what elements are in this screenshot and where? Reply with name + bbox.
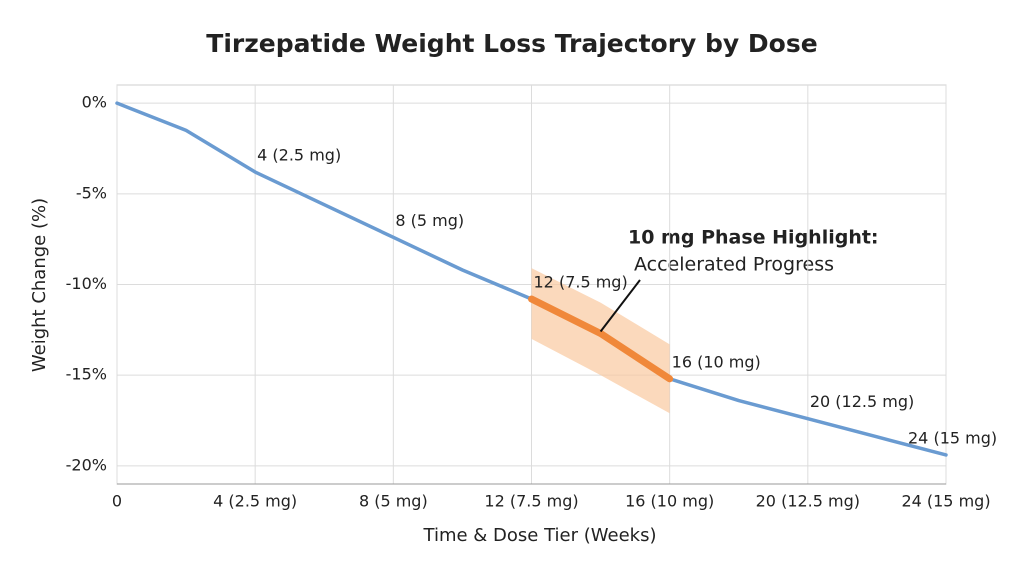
highlight-title: 10 mg Phase Highlight: [628, 227, 879, 249]
x-tick-label: 24 (15 mg) [901, 492, 990, 511]
point-annotation: 20 (12.5 mg) [810, 392, 914, 411]
point-annotation: 16 (10 mg) [672, 352, 761, 371]
y-axis-label: Weight Change (%) [29, 198, 50, 372]
highlight-pointer [599, 279, 641, 333]
y-tick-label: 0% [82, 93, 107, 112]
point-annotation: 12 (7.5 mg) [534, 273, 628, 292]
y-tick-label: -15% [66, 365, 107, 384]
data-line [528, 295, 674, 383]
chart-title: Tirzepatide Weight Loss Trajectory by Do… [206, 29, 817, 58]
y-tick-label: -20% [66, 455, 107, 474]
point-annotation: 8 (5 mg) [395, 211, 464, 230]
point-annotation: 24 (15 mg) [908, 428, 997, 447]
highlight-band [531, 268, 670, 414]
y-tick-label: -5% [76, 183, 107, 202]
x-tick-label: 4 (2.5 mg) [213, 492, 297, 511]
highlight-subtitle: Accelerated Progress [634, 254, 834, 276]
y-tick-label: -10% [66, 274, 107, 293]
x-axis-label: Time & Dose Tier (Weeks) [423, 525, 657, 546]
point-annotation: 4 (2.5 mg) [257, 146, 341, 165]
x-tick-label: 20 (12.5 mg) [756, 492, 860, 511]
x-tick-label: 16 (10 mg) [625, 492, 714, 511]
x-tick-label: 8 (5 mg) [359, 492, 428, 511]
x-tick-label: 12 (7.5 mg) [484, 492, 578, 511]
x-tick-label: 0 [112, 492, 122, 511]
